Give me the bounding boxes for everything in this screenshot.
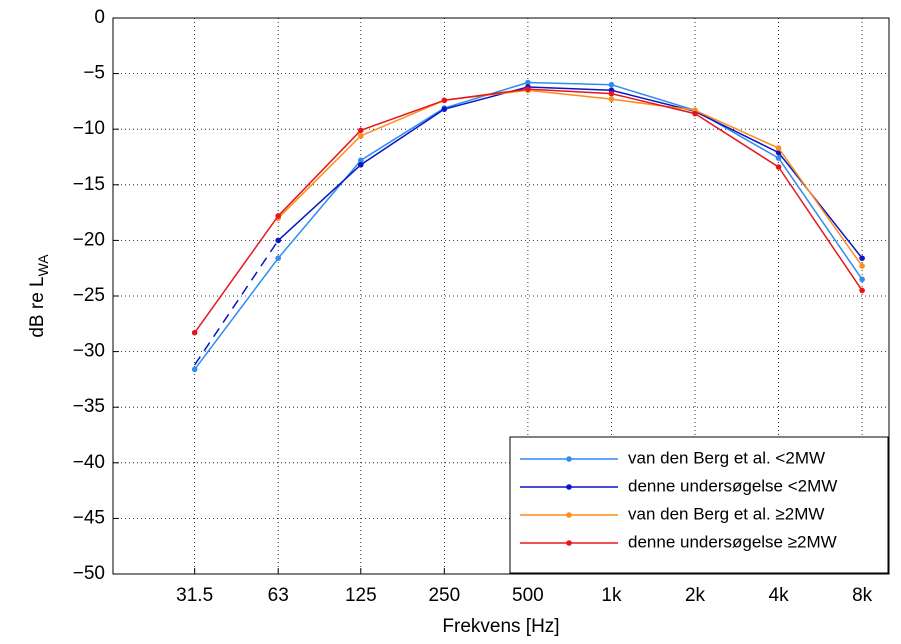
point	[859, 287, 865, 294]
x-tick-label: 250	[428, 585, 460, 606]
series-line	[444, 88, 528, 102]
y-tick-label: −50	[73, 563, 105, 584]
y-tick-label: −5	[83, 63, 105, 84]
series-line	[277, 159, 362, 259]
point	[357, 157, 364, 164]
series-line	[694, 112, 779, 168]
y-axis-label-main: dB re L	[27, 276, 48, 337]
legend-marker	[566, 512, 572, 518]
series-line	[611, 84, 696, 112]
x-tick-label: 8k	[852, 585, 873, 606]
series-line	[527, 88, 612, 95]
y-tick-label: −30	[73, 341, 105, 362]
point	[275, 213, 282, 219]
point	[859, 276, 865, 283]
series-line	[277, 135, 362, 219]
point	[357, 127, 364, 134]
series-line	[527, 89, 612, 100]
point	[775, 155, 782, 161]
series-line	[694, 109, 779, 149]
point	[275, 237, 282, 244]
point	[859, 255, 865, 261]
x-tick-label: 1k	[601, 585, 622, 606]
series-line	[360, 99, 445, 137]
legend-label: denne undersøgelse ≥2MW	[628, 532, 837, 551]
point	[275, 255, 282, 261]
series-line	[694, 110, 779, 154]
point	[357, 133, 364, 139]
legend-label: denne undersøgelse <2MW	[628, 476, 837, 495]
plot-frame	[112, 17, 890, 575]
point	[525, 86, 531, 92]
point	[775, 164, 782, 170]
series-line	[611, 98, 696, 112]
point	[775, 145, 782, 151]
x-axis-label: Frekvens [Hz]	[442, 616, 559, 637]
point	[608, 81, 615, 88]
point	[191, 366, 198, 373]
legend-label: van den Berg et al. ≥2MW	[628, 504, 824, 523]
series-line	[194, 257, 279, 370]
series-line	[777, 157, 863, 280]
x-tick-label: 125	[345, 585, 377, 606]
y-tick-label: −15	[73, 174, 105, 195]
point	[525, 79, 531, 86]
series-line	[277, 129, 362, 217]
point	[608, 96, 615, 102]
x-tick-label: 31.5	[176, 585, 213, 606]
legend-marker	[566, 456, 572, 462]
legend-marker	[566, 484, 572, 490]
x-tick-label: 2k	[685, 585, 706, 606]
series-line	[777, 147, 863, 267]
point	[441, 106, 448, 112]
series-line	[360, 107, 445, 161]
point	[441, 97, 448, 104]
series-line	[360, 108, 445, 166]
y-axis-label-group: dB re LWA	[27, 254, 51, 338]
point	[357, 161, 364, 168]
y-tick-label: −40	[73, 452, 105, 473]
series-line	[194, 215, 279, 334]
series-line	[611, 92, 696, 115]
series-line	[777, 152, 863, 259]
y-axis-label-sub: WA	[35, 254, 51, 277]
series-line	[527, 86, 612, 92]
series-line	[527, 81, 612, 86]
x-tick-label: 500	[512, 585, 544, 606]
y-tick-label: −10	[73, 118, 105, 139]
y-tick-label: −35	[73, 396, 105, 417]
y-tick-label: −20	[73, 229, 105, 250]
point	[608, 90, 615, 97]
series-line	[360, 99, 445, 132]
x-tick-label: 63	[268, 585, 289, 606]
y-tick-label: −25	[73, 285, 105, 306]
y-axis-label: dB re LWA	[27, 254, 51, 338]
legend-label: van den Berg et al. <2MW	[628, 448, 825, 467]
y-tick-label: −45	[73, 507, 105, 528]
point	[191, 329, 198, 336]
point	[859, 263, 865, 269]
legend-marker	[566, 540, 572, 546]
series-line	[777, 166, 863, 291]
y-tick-label: 0	[94, 7, 105, 28]
series-line	[277, 164, 362, 241]
series-line	[194, 239, 279, 366]
x-tick-label: 4k	[769, 585, 790, 606]
point	[692, 110, 698, 117]
